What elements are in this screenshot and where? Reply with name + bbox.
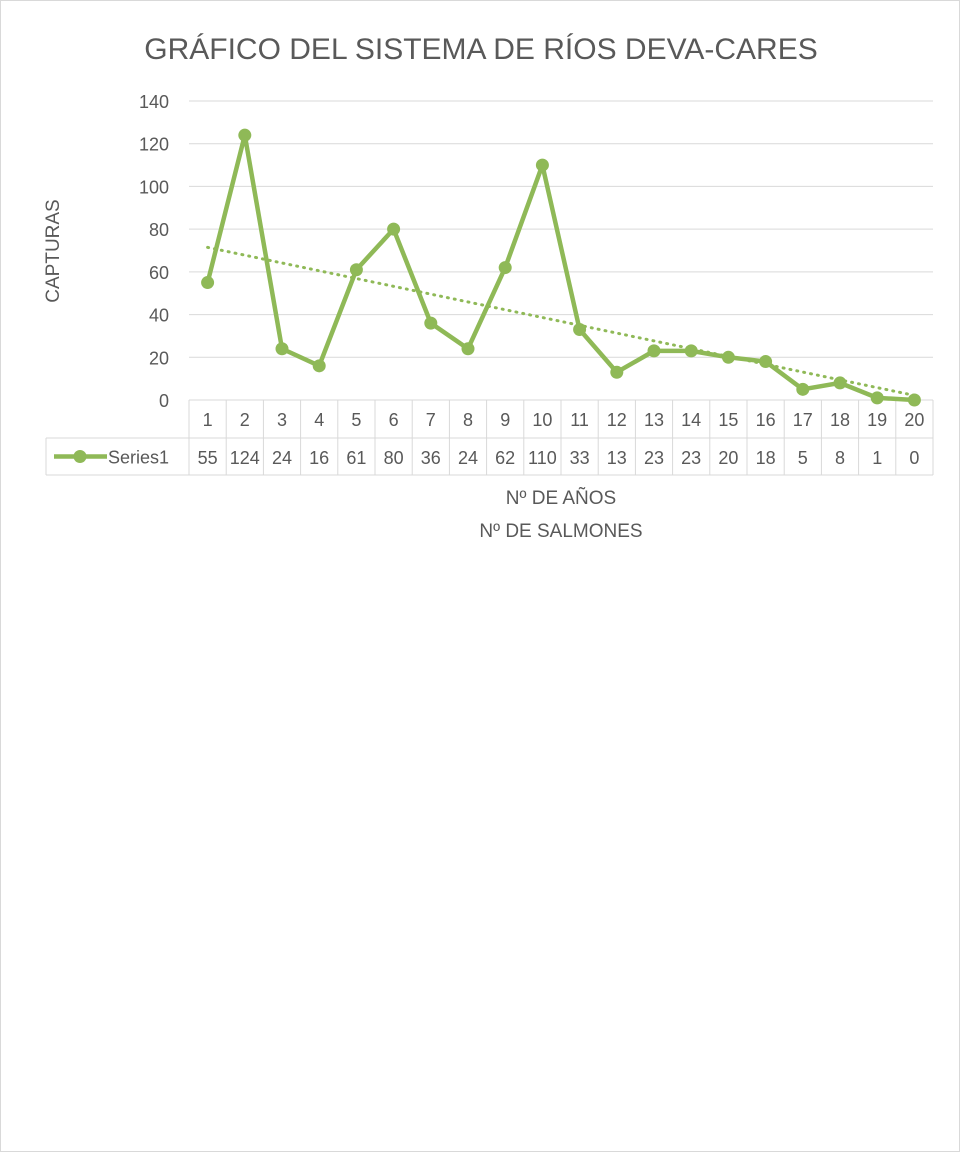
x-tick-label: 7 xyxy=(426,410,436,430)
data-table-value: 24 xyxy=(458,448,478,468)
chart-svg: GRÁFICO DEL SISTEMA DE RÍOS DEVA-CARES C… xyxy=(43,33,934,542)
data-point xyxy=(610,365,624,379)
x-tick-label: 2 xyxy=(240,410,250,430)
y-tick-label: 0 xyxy=(159,391,169,411)
trendline xyxy=(206,245,916,397)
data-point xyxy=(907,393,921,407)
data-point xyxy=(796,382,810,396)
data-point xyxy=(573,323,587,337)
x-tick-label: 1 xyxy=(203,410,213,430)
data-point xyxy=(759,355,773,369)
data-table-value: 23 xyxy=(644,448,664,468)
x-tick-label: 8 xyxy=(463,410,473,430)
x-axis-label-secondary: Nº DE SALMONES xyxy=(479,521,642,542)
data-point xyxy=(684,344,698,358)
data-table-value: 61 xyxy=(346,448,366,468)
data-point xyxy=(833,376,847,390)
data-point xyxy=(870,391,884,405)
empty-panel xyxy=(0,577,960,1152)
data-point xyxy=(312,359,326,373)
y-tick-labels: 0 20 40 60 80 100 120 140 xyxy=(139,92,169,411)
gridlines xyxy=(189,100,933,401)
x-tick-label: 12 xyxy=(607,410,627,430)
data-point xyxy=(721,350,735,364)
y-tick-label: 40 xyxy=(149,306,169,326)
data-table-value: 13 xyxy=(607,448,627,468)
data-table-value: 0 xyxy=(909,448,919,468)
y-tick-label: 60 xyxy=(149,263,169,283)
data-table-value: 5 xyxy=(798,448,808,468)
data-point xyxy=(498,261,512,275)
y-tick-label: 100 xyxy=(139,177,169,197)
y-tick-label: 20 xyxy=(149,348,169,368)
data-table-value: 80 xyxy=(384,448,404,468)
x-tick-label: 5 xyxy=(351,410,361,430)
x-tick-label: 18 xyxy=(830,410,850,430)
x-tick-label: 9 xyxy=(500,410,510,430)
chart-title: GRÁFICO DEL SISTEMA DE RÍOS DEVA-CARES xyxy=(144,33,817,66)
x-tick-label: 13 xyxy=(644,410,664,430)
data-table-value: 8 xyxy=(835,448,845,468)
data-table-value: 33 xyxy=(570,448,590,468)
data-table-value: 1 xyxy=(872,448,882,468)
y-tick-label: 80 xyxy=(149,220,169,240)
data-table-value: 124 xyxy=(230,448,260,468)
series-layer xyxy=(201,128,921,407)
x-tick-label: 16 xyxy=(756,410,776,430)
x-tick-label: 4 xyxy=(314,410,324,430)
data-point xyxy=(535,158,549,172)
x-tick-label: 15 xyxy=(718,410,738,430)
data-table-value: 23 xyxy=(681,448,701,468)
x-tick-label: 11 xyxy=(570,410,589,430)
series-line xyxy=(205,132,915,403)
x-tick-label: 10 xyxy=(532,410,552,430)
x-axis-label: Nº DE AÑOS xyxy=(506,487,616,509)
data-point xyxy=(647,344,661,358)
data-point xyxy=(238,128,252,142)
trendline-layer xyxy=(206,245,916,397)
data-table-value: 55 xyxy=(198,448,218,468)
data-table-value: 16 xyxy=(309,448,329,468)
data-table-value: 110 xyxy=(528,448,557,468)
y-tick-label: 120 xyxy=(139,135,169,155)
x-tick-label: 14 xyxy=(681,410,701,430)
x-tick-label: 19 xyxy=(867,410,887,430)
data-point xyxy=(387,222,401,236)
data-table-value: 36 xyxy=(421,448,441,468)
data-point xyxy=(461,342,475,356)
x-tick-label: 6 xyxy=(389,410,399,430)
chart-frame: GRÁFICO DEL SISTEMA DE RÍOS DEVA-CARES C… xyxy=(0,0,960,578)
y-tick-label: 140 xyxy=(139,92,169,112)
data-table-value: 62 xyxy=(495,448,515,468)
data-point xyxy=(201,276,215,290)
data-point xyxy=(275,342,289,356)
data-table-value: 18 xyxy=(756,448,776,468)
x-tick-label: 17 xyxy=(793,410,813,430)
legend-marker xyxy=(73,450,87,463)
legend-series-name: Series1 xyxy=(108,448,169,468)
y-axis-label: CAPTURAS xyxy=(43,199,64,302)
data-table-value: 20 xyxy=(718,448,738,468)
x-tick-label: 20 xyxy=(904,410,924,430)
x-tick-label: 3 xyxy=(277,410,287,430)
data-point xyxy=(349,263,363,277)
data-table-value: 24 xyxy=(272,448,292,468)
data-point xyxy=(424,316,438,330)
